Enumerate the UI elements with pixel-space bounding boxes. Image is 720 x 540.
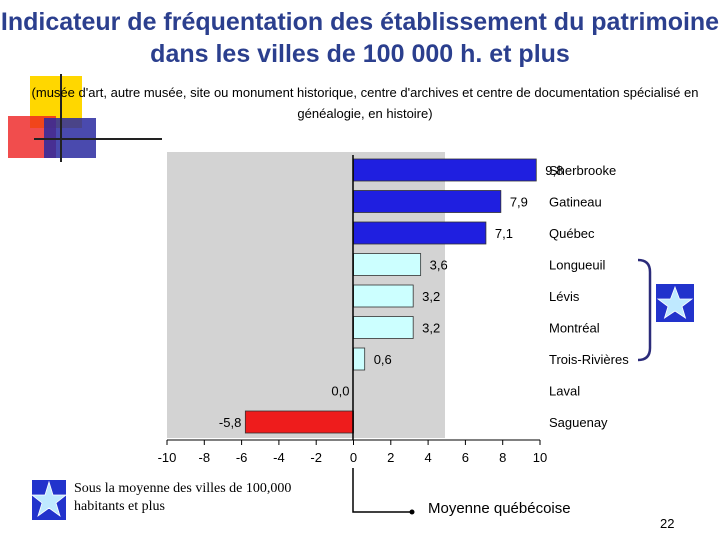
bar-3	[353, 253, 422, 276]
bar-6	[353, 347, 366, 371]
x-tick-label-5: 0	[350, 450, 357, 465]
category-label-3: Longueuil	[549, 258, 605, 273]
value-label-7: 0,0	[331, 384, 349, 399]
x-tick-label-9: 8	[499, 450, 506, 465]
value-label-8: -5,8	[219, 415, 241, 430]
bar-4	[353, 284, 414, 308]
category-label-4: Lévis	[549, 289, 580, 304]
page-subtitle: (musée d'art, autre musée, site ou monum…	[31, 85, 699, 121]
category-label-5: Montréal	[549, 321, 600, 336]
value-label-2: 7,1	[495, 226, 513, 241]
x-tick-label-0: -10	[158, 450, 177, 465]
deco-vertical-line	[60, 74, 62, 162]
x-tick-label-1: -8	[199, 450, 211, 465]
footnote-star-icon	[30, 480, 68, 520]
star-icon	[656, 284, 694, 322]
x-tick-label-3: -4	[273, 450, 285, 465]
value-label-0: 9,8	[545, 163, 563, 178]
category-label-7: Laval	[549, 384, 580, 399]
value-label-4: 3,2	[422, 289, 440, 304]
bar-2	[353, 221, 487, 245]
footnote: Sous la moyenne des villes de 100,000 ha…	[74, 481, 292, 514]
x-tick-label-6: 2	[387, 450, 394, 465]
mean-arrow-dot	[409, 509, 415, 515]
category-label-0: Sherbrooke	[549, 163, 616, 178]
x-tick-label-10: 10	[533, 450, 547, 465]
bracket	[637, 258, 652, 362]
bar-8	[244, 410, 354, 434]
category-label-6: Trois-Rivières	[549, 352, 629, 367]
bar-0	[353, 158, 537, 182]
page-title: Indicateur de fréquentation des établiss…	[0, 8, 720, 68]
value-label-5: 3,2	[422, 321, 440, 336]
category-label-8: Saguenay	[549, 415, 608, 430]
value-label-3: 3,6	[430, 258, 448, 273]
category-label-2: Québec	[549, 226, 595, 241]
mean-label: Moyenne québécoise	[428, 500, 571, 517]
bar-1	[353, 190, 502, 213]
x-tick-label-2: -6	[236, 450, 248, 465]
bar-5	[353, 316, 414, 339]
value-label-1: 7,9	[510, 195, 528, 210]
x-tick-label-8: 6	[462, 450, 469, 465]
x-tick-label-4: -2	[310, 450, 322, 465]
category-label-1: Gatineau	[549, 195, 602, 210]
x-tick-label-7: 4	[424, 450, 431, 465]
page-number: 22	[660, 516, 675, 531]
mean-arrow	[352, 468, 410, 513]
value-label-6: 0,6	[374, 352, 392, 367]
deco-horizontal-line	[34, 138, 162, 140]
